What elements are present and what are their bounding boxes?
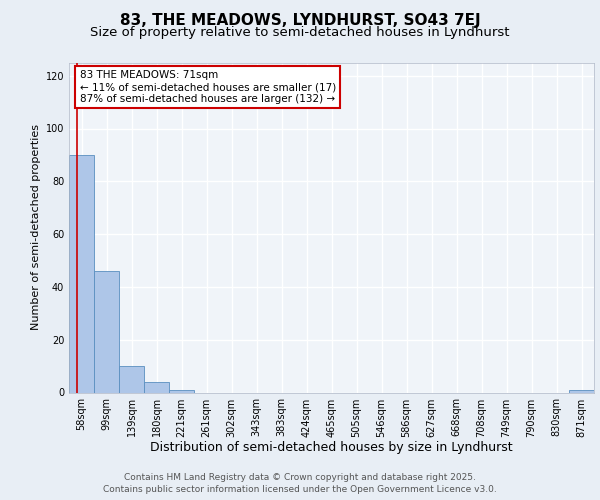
X-axis label: Distribution of semi-detached houses by size in Lyndhurst: Distribution of semi-detached houses by …	[150, 441, 513, 454]
Text: Contains HM Land Registry data © Crown copyright and database right 2025.
Contai: Contains HM Land Registry data © Crown c…	[103, 473, 497, 494]
Text: 83 THE MEADOWS: 71sqm
← 11% of semi-detached houses are smaller (17)
87% of semi: 83 THE MEADOWS: 71sqm ← 11% of semi-deta…	[79, 70, 336, 104]
Bar	[169, 390, 194, 392]
Text: Size of property relative to semi-detached houses in Lyndhurst: Size of property relative to semi-detach…	[90, 26, 510, 39]
Bar	[119, 366, 144, 392]
Bar	[94, 271, 119, 392]
Bar	[569, 390, 594, 392]
Bar	[69, 155, 94, 392]
Text: 83, THE MEADOWS, LYNDHURST, SO43 7EJ: 83, THE MEADOWS, LYNDHURST, SO43 7EJ	[119, 12, 481, 28]
Y-axis label: Number of semi-detached properties: Number of semi-detached properties	[31, 124, 41, 330]
Bar	[144, 382, 169, 392]
